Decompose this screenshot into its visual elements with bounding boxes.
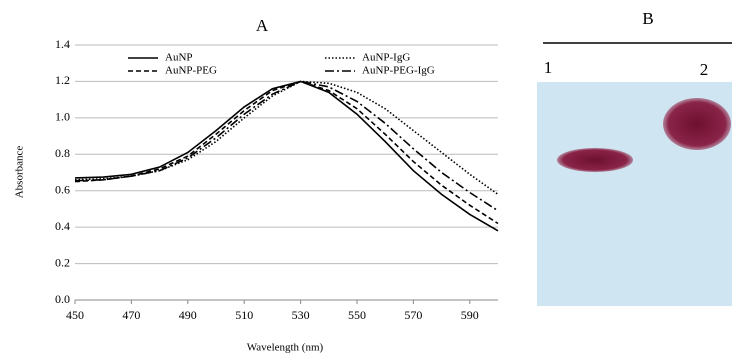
- x-tick-label: 530: [292, 308, 310, 322]
- x-tick-label: 470: [122, 308, 140, 322]
- series-line: [75, 81, 498, 194]
- y-tick-label: 1.4: [55, 37, 70, 51]
- x-tick-label: 550: [348, 308, 366, 322]
- gel-band: [557, 148, 633, 172]
- series-line: [75, 81, 498, 230]
- legend-label: AuNP: [165, 52, 193, 64]
- x-tick-label: 450: [66, 308, 84, 322]
- y-tick-label: 0.2: [55, 255, 70, 269]
- chart-title: A: [256, 16, 269, 35]
- lane-label: 2: [700, 60, 709, 79]
- gel-band: [663, 98, 731, 150]
- lane-label: 1: [544, 58, 553, 77]
- x-tick-label: 490: [179, 308, 197, 322]
- series-line: [75, 81, 498, 210]
- legend-label: AuNP-PEG: [165, 65, 217, 77]
- panel-title: B: [642, 9, 653, 28]
- y-tick-label: 0.8: [55, 146, 70, 160]
- series-line: [75, 81, 498, 223]
- y-axis-label: Absorbance: [14, 146, 26, 199]
- y-tick-label: 1.2: [55, 73, 70, 87]
- x-axis-label: Wavelength (nm): [247, 342, 324, 354]
- x-tick-label: 590: [461, 308, 479, 322]
- y-tick-label: 0.0: [55, 292, 70, 306]
- legend-label: AuNP-IgG: [362, 52, 410, 64]
- y-tick-label: 0.4: [55, 219, 70, 233]
- figure: A Wavelength (nm) Absorbance B 1 2 0.0 0.…: [0, 0, 732, 356]
- x-tick-label: 510: [235, 308, 253, 322]
- y-tick-label: 1.0: [55, 110, 70, 124]
- x-tick-label: 570: [404, 308, 422, 322]
- y-tick-label: 0.6: [55, 182, 70, 196]
- legend-label: AuNP-PEG-IgG: [362, 65, 435, 77]
